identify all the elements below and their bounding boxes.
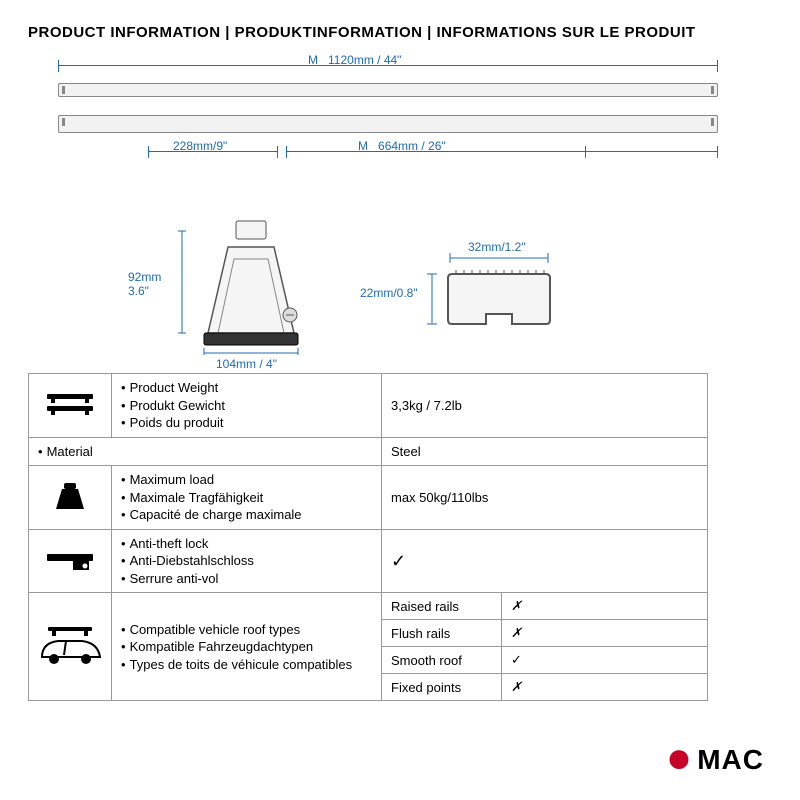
list-item: Kompatible Fahrzeugdachtypen xyxy=(121,638,372,656)
lock-bar-icon xyxy=(45,548,95,572)
material-value: Steel xyxy=(382,437,708,466)
roof-val-0: ✗ xyxy=(502,593,708,620)
roof-label-3: Fixed points xyxy=(382,674,502,701)
row-material: Material Steel xyxy=(29,437,708,466)
row-lock: Anti-theft lock Anti-Diebstahlschloss Se… xyxy=(29,529,708,593)
lock-labels: Anti-theft lock Anti-Diebstahlschloss Se… xyxy=(121,535,372,588)
roof-label-2: Smooth roof xyxy=(382,647,502,674)
row-weight: Product Weight Produkt Gewicht Poids du … xyxy=(29,374,708,438)
weight-labels: Product Weight Produkt Gewicht Poids du … xyxy=(121,379,372,432)
roof-val-3: ✗ xyxy=(502,674,708,701)
list-item: Anti-theft lock xyxy=(121,535,372,553)
dim-prefix-2: M xyxy=(358,139,368,153)
brand-logo: ●MAC xyxy=(666,744,764,776)
roof-val-2: ✓ xyxy=(502,647,708,674)
load-labels: Maximum load Maximale Tragfähigkeit Capa… xyxy=(121,471,372,524)
row-load: Maximum load Maximale Tragfähigkeit Capa… xyxy=(29,466,708,530)
dim-xsec-w: 32mm/1.2" xyxy=(468,240,526,254)
dim-prefix: M xyxy=(308,53,318,67)
roof-label-0: Raised rails xyxy=(382,593,502,620)
bar-top xyxy=(58,83,718,97)
list-item: Serrure anti-vol xyxy=(121,570,372,588)
list-item: Product Weight xyxy=(121,379,372,397)
load-value: max 50kg/110lbs xyxy=(382,466,708,530)
list-item: Types de toits de véhicule compatibles xyxy=(121,656,372,674)
spec-table: Product Weight Produkt Gewicht Poids du … xyxy=(28,373,708,701)
weight-value: 3,3kg / 7.2lb xyxy=(382,374,708,438)
list-item: Compatible vehicle roof types xyxy=(121,621,372,639)
weight-icon xyxy=(50,481,90,511)
bars-icon xyxy=(45,391,95,417)
dim-full-bar: 1120mm / 44" xyxy=(328,53,401,67)
list-item: Produkt Gewicht xyxy=(121,397,372,415)
dim-short-left: 228mm/9" xyxy=(173,139,227,153)
brand-text: MAC xyxy=(697,744,764,776)
row-roof-0: Compatible vehicle roof types Kompatible… xyxy=(29,593,708,620)
compat-labels: Compatible vehicle roof types Kompatible… xyxy=(121,621,372,674)
car-roof-icon xyxy=(38,623,102,667)
list-item: Maximum load xyxy=(121,471,372,489)
dim-foot-w: 104mm / 4" xyxy=(216,357,277,371)
dim-xsec-h: 22mm/0.8" xyxy=(360,286,418,300)
bar-bottom xyxy=(58,115,718,133)
dim-short-mid: 664mm / 26" xyxy=(378,139,446,153)
list-item: Anti-Diebstahlschloss xyxy=(121,552,372,570)
dim-foot-h: 92mm 3.6" xyxy=(128,270,161,298)
page-title: PRODUCT INFORMATION | PRODUKTINFORMATION… xyxy=(28,24,772,41)
list-item: Maximale Tragfähigkeit xyxy=(121,489,372,507)
list-item: Poids du produit xyxy=(121,414,372,432)
roof-val-1: ✗ xyxy=(502,620,708,647)
material-label: Material xyxy=(38,443,372,461)
list-item: Capacité de charge maximale xyxy=(121,506,372,524)
lock-value: ✓ xyxy=(382,529,708,593)
cross-section-drawing: 32mm/1.2" 22mm/0.8" xyxy=(408,250,578,340)
technical-drawing: M 1120mm / 44" 228mm/9" M 664mm / 26" xyxy=(28,55,748,365)
roof-label-1: Flush rails xyxy=(382,620,502,647)
foot-drawing: 92mm 3.6" 104mm / 4" xyxy=(178,215,318,355)
